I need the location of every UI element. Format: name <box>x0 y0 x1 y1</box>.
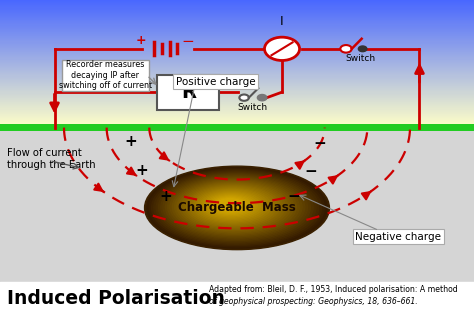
Ellipse shape <box>207 195 255 216</box>
Text: +: + <box>160 189 172 204</box>
Text: Induced Polarisation: Induced Polarisation <box>7 289 225 308</box>
Ellipse shape <box>175 180 293 233</box>
FancyBboxPatch shape <box>157 75 219 110</box>
Circle shape <box>264 37 300 60</box>
Ellipse shape <box>186 185 280 227</box>
Ellipse shape <box>212 197 249 213</box>
Text: Chargeable  Mass: Chargeable Mass <box>178 201 296 215</box>
Ellipse shape <box>189 186 277 226</box>
Text: I: I <box>280 15 284 28</box>
Ellipse shape <box>179 182 288 231</box>
Ellipse shape <box>168 177 302 237</box>
Ellipse shape <box>205 193 257 217</box>
Ellipse shape <box>177 181 291 232</box>
Text: −: − <box>182 34 194 49</box>
Ellipse shape <box>156 172 316 243</box>
Ellipse shape <box>198 191 266 221</box>
Text: Switch: Switch <box>237 103 268 112</box>
Circle shape <box>358 46 367 52</box>
Text: of geophysical prospecting: Geophysics, 18, 636–661.: of geophysical prospecting: Geophysics, … <box>209 296 417 306</box>
Ellipse shape <box>184 184 283 228</box>
Text: Switch: Switch <box>345 54 375 63</box>
Circle shape <box>340 45 352 53</box>
Ellipse shape <box>161 174 310 241</box>
Ellipse shape <box>214 198 246 212</box>
Text: Negative charge: Negative charge <box>355 232 441 242</box>
Ellipse shape <box>158 173 313 242</box>
FancyBboxPatch shape <box>62 60 149 91</box>
Ellipse shape <box>182 183 285 229</box>
Ellipse shape <box>145 166 329 249</box>
Text: Recorder measures
decaying IP after
switching off of current: Recorder measures decaying IP after swit… <box>59 60 152 90</box>
Ellipse shape <box>202 192 260 218</box>
Ellipse shape <box>165 176 305 238</box>
Ellipse shape <box>210 196 252 215</box>
Ellipse shape <box>193 188 271 223</box>
Text: −: − <box>314 136 326 151</box>
Text: Positive charge: Positive charge <box>176 77 255 87</box>
Ellipse shape <box>152 170 321 246</box>
Text: Adapted from: Bleil, D. F., 1953, Induced polarisation: A method: Adapted from: Bleil, D. F., 1953, Induce… <box>209 284 457 294</box>
Text: −: − <box>304 163 317 179</box>
Ellipse shape <box>149 169 324 247</box>
Circle shape <box>239 94 249 101</box>
Ellipse shape <box>170 178 299 236</box>
Circle shape <box>257 94 267 101</box>
Ellipse shape <box>216 199 243 211</box>
Text: R: R <box>181 83 196 102</box>
Text: +: + <box>136 163 148 178</box>
Ellipse shape <box>163 175 308 239</box>
Ellipse shape <box>147 168 327 248</box>
Ellipse shape <box>173 179 296 234</box>
Ellipse shape <box>200 192 263 220</box>
Text: −: − <box>288 189 300 204</box>
Ellipse shape <box>191 187 274 225</box>
Ellipse shape <box>196 189 268 222</box>
Text: +: + <box>124 134 137 149</box>
Text: +: + <box>136 34 146 48</box>
Text: Flow of current
through the Earth: Flow of current through the Earth <box>7 148 96 170</box>
Ellipse shape <box>154 171 319 244</box>
